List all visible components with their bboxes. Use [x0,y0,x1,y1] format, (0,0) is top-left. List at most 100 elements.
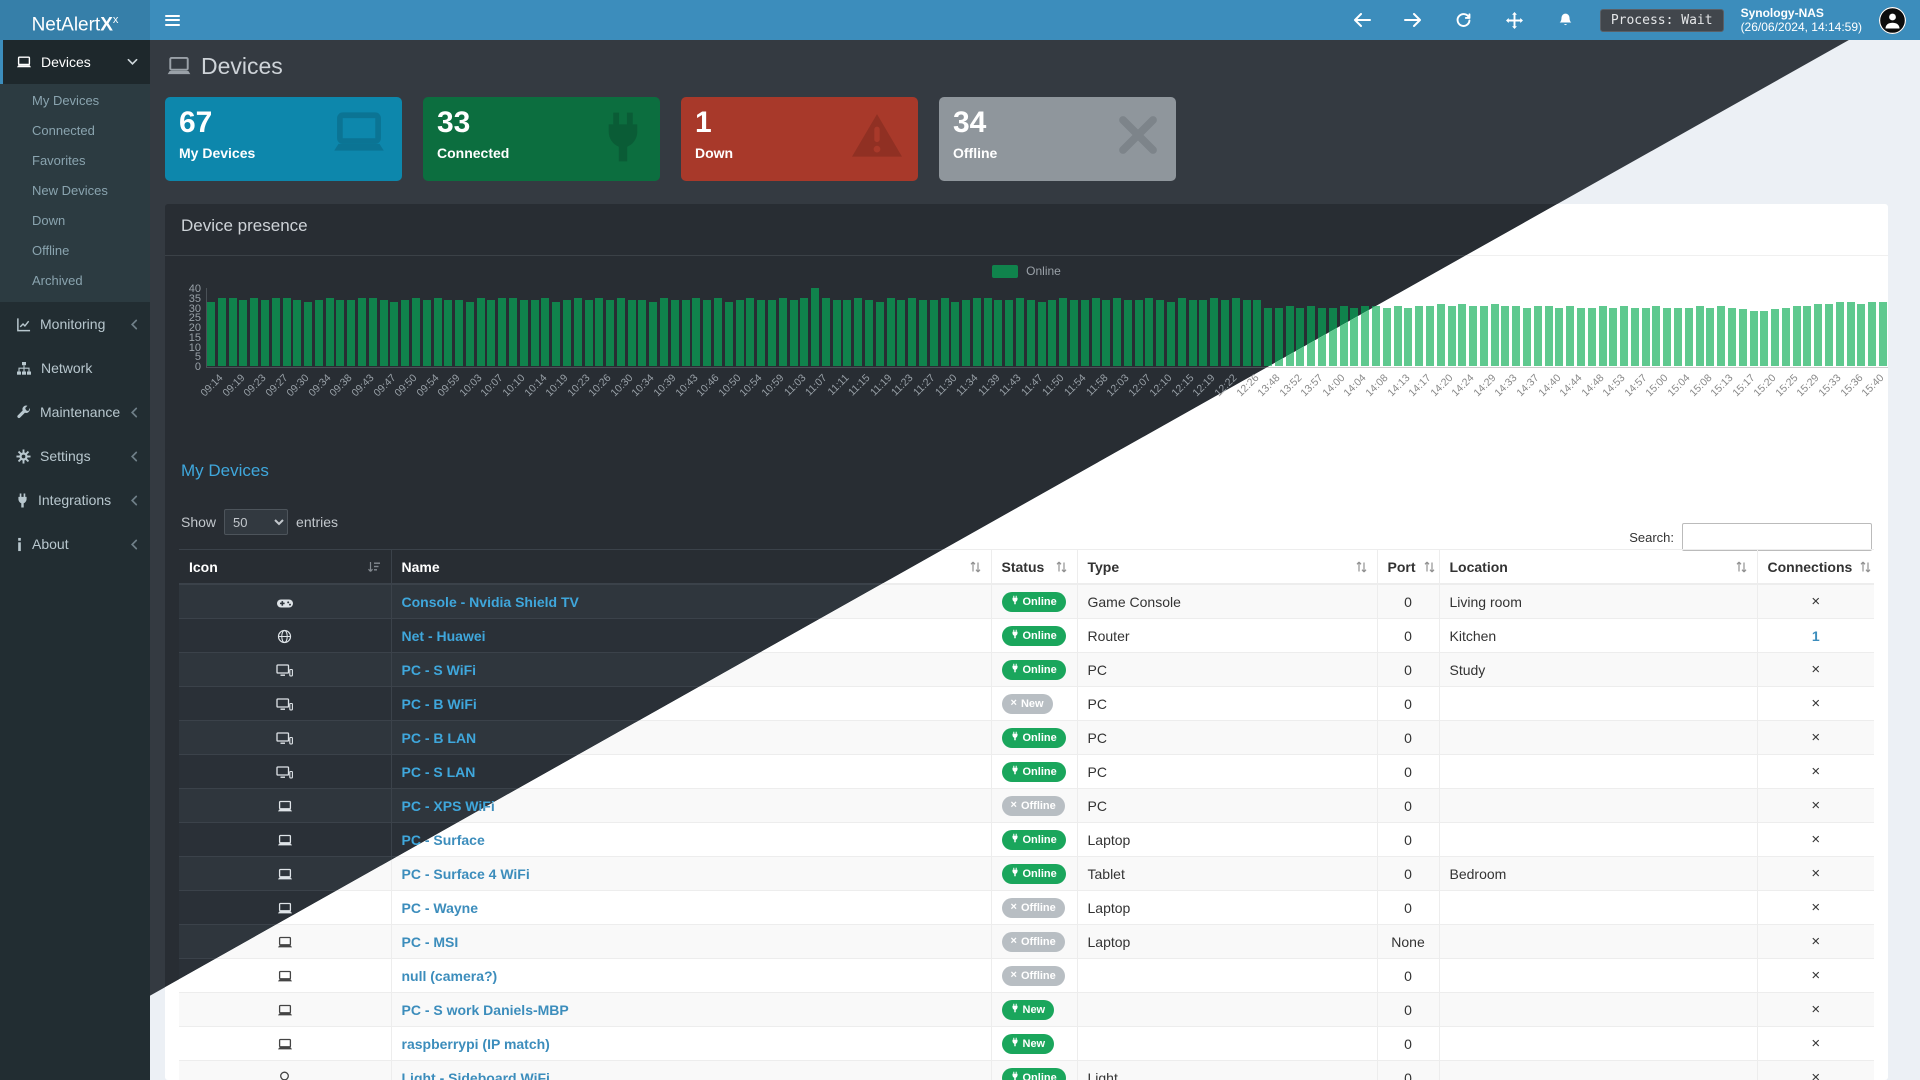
device-name-link[interactable]: raspberrypi (IP match) [401,1035,550,1052]
chart-bar [1253,299,1262,366]
column-header-port[interactable]: Port [1376,549,1439,585]
chart-bar [1080,299,1089,366]
device-port: 0 [1376,686,1439,721]
stat-card-offline[interactable]: 34 Offline [939,97,1176,181]
chart-bar [735,299,744,366]
sidebar-item-network[interactable]: Network [0,346,150,390]
device-name-link[interactable]: PC - S LAN [401,763,476,780]
y-axis-tick: 25 [188,312,201,325]
chart-bar [865,299,873,366]
chart-bar [1479,305,1488,366]
sidebar-item-devices[interactable]: Devices [0,40,150,84]
sort-icon [962,561,981,573]
stat-card-down[interactable]: 1 Down [681,97,918,181]
page-title-text: Devices [201,53,283,79]
search-input[interactable] [1682,523,1872,551]
sidebar-item-down[interactable]: Down [32,213,66,228]
device-port: 0 [1376,856,1439,891]
device-name-link[interactable]: PC - Wayne [401,899,479,916]
connections-count-link[interactable]: 1 [1811,627,1820,644]
move-icon[interactable] [1498,5,1532,35]
status-badge: Online [1001,727,1066,748]
stat-value: 1 [695,106,712,139]
table-row[interactable]: raspberrypi (IP match) New 0 × [179,1026,1874,1061]
sidebar-item-new-devices[interactable]: New Devices [32,183,108,198]
search-label: Search: [1629,529,1674,545]
laptop-icon [277,800,293,813]
device-name-link[interactable]: PC - B LAN [401,729,477,746]
chart-bar [250,297,259,366]
sidebar-item-monitoring[interactable]: Monitoring [0,302,150,346]
column-header-location[interactable]: Location [1438,549,1757,585]
forward-arrow-icon[interactable] [1396,5,1430,35]
status-label: Online [1022,663,1057,676]
chart-bar [638,299,647,366]
app-logo[interactable]: NetAlertXx [0,0,150,40]
sidebar-item-maintenance[interactable]: Maintenance [0,390,150,434]
stat-card-my-devices[interactable]: 67 My Devices [165,97,402,181]
no-connections-x-icon: × [1811,933,1821,950]
chart-bar [983,297,992,366]
status-badge: Online [1001,625,1066,646]
column-header-icon[interactable]: Icon [179,549,391,585]
laptop-icon [277,902,293,915]
table-row[interactable]: PC - S work Daniels-MBP New 0 × [179,992,1874,1027]
process-status-badge: Process: Wait [1599,8,1724,32]
device-name-link[interactable]: PC - Surface 4 WiFi [401,865,530,882]
stat-value: 67 [179,106,213,139]
column-header-status[interactable]: Status [990,549,1077,585]
legend-swatch [992,264,1019,278]
device-name-link[interactable]: PC - B WiFi [401,695,477,712]
chart-legend[interactable]: Online [165,264,1888,278]
column-header-connections[interactable]: Connections [1756,549,1874,585]
back-arrow-icon[interactable] [1345,5,1379,35]
device-name-link[interactable]: null (camera?) [401,967,498,984]
sidebar-item-my-devices[interactable]: My Devices [32,93,100,108]
chart-bar [1781,307,1790,366]
chart-bar [379,299,388,366]
device-name-link[interactable]: PC - XPS WiFi [401,797,495,814]
chart-bar [228,297,237,366]
status-label: Online [1022,765,1057,778]
sidebar-item-settings[interactable]: Settings [0,434,150,478]
sidebar-toggle-button[interactable] [150,0,194,40]
chart-bar [1102,299,1111,366]
device-name-link[interactable]: Console - Nvidia Shield TV [401,593,579,610]
stat-label: Offline [953,145,998,161]
sidebar-item-favorites[interactable]: Favorites [32,153,86,168]
sidebar-item-archived[interactable]: Archived [32,273,83,288]
chart-bar [1609,307,1618,366]
status-badge: ×Offline [1001,931,1065,952]
chart-bar [1059,297,1068,366]
device-name-link[interactable]: PC - S WiFi [401,661,477,678]
refresh-icon[interactable] [1447,5,1481,35]
laptop-icon [277,1038,293,1051]
chart-bar [606,299,615,366]
page-size-select[interactable]: 50 [224,509,289,535]
no-connections-x-icon: × [1811,899,1821,916]
sidebar-item-about[interactable]: About [0,522,150,566]
device-name-link[interactable]: PC - S work Daniels-MBP [401,1001,569,1018]
column-header-type[interactable]: Type [1076,549,1377,585]
device-name-link[interactable]: PC - MSI [401,933,459,950]
bell-icon[interactable] [1549,5,1583,35]
stat-card-connected[interactable]: 33 Connected [423,97,660,181]
plug-icon [1011,867,1019,880]
chart-bar [304,301,313,366]
chart-bar [962,299,971,366]
chart-bar [1663,307,1672,366]
device-name-link[interactable]: Net - Huawei [401,627,486,644]
chart-bar [1695,305,1704,366]
device-name-link[interactable]: Light - Sideboard WiFi [401,1069,550,1080]
sidebar-item-connected[interactable]: Connected [32,123,95,138]
sidebar-item-offline[interactable]: Offline [32,243,70,258]
stat-value: 34 [953,106,987,139]
sidebar-item-integrations[interactable]: Integrations [0,478,150,522]
user-avatar[interactable] [1879,6,1906,34]
device-type [1076,1026,1377,1061]
